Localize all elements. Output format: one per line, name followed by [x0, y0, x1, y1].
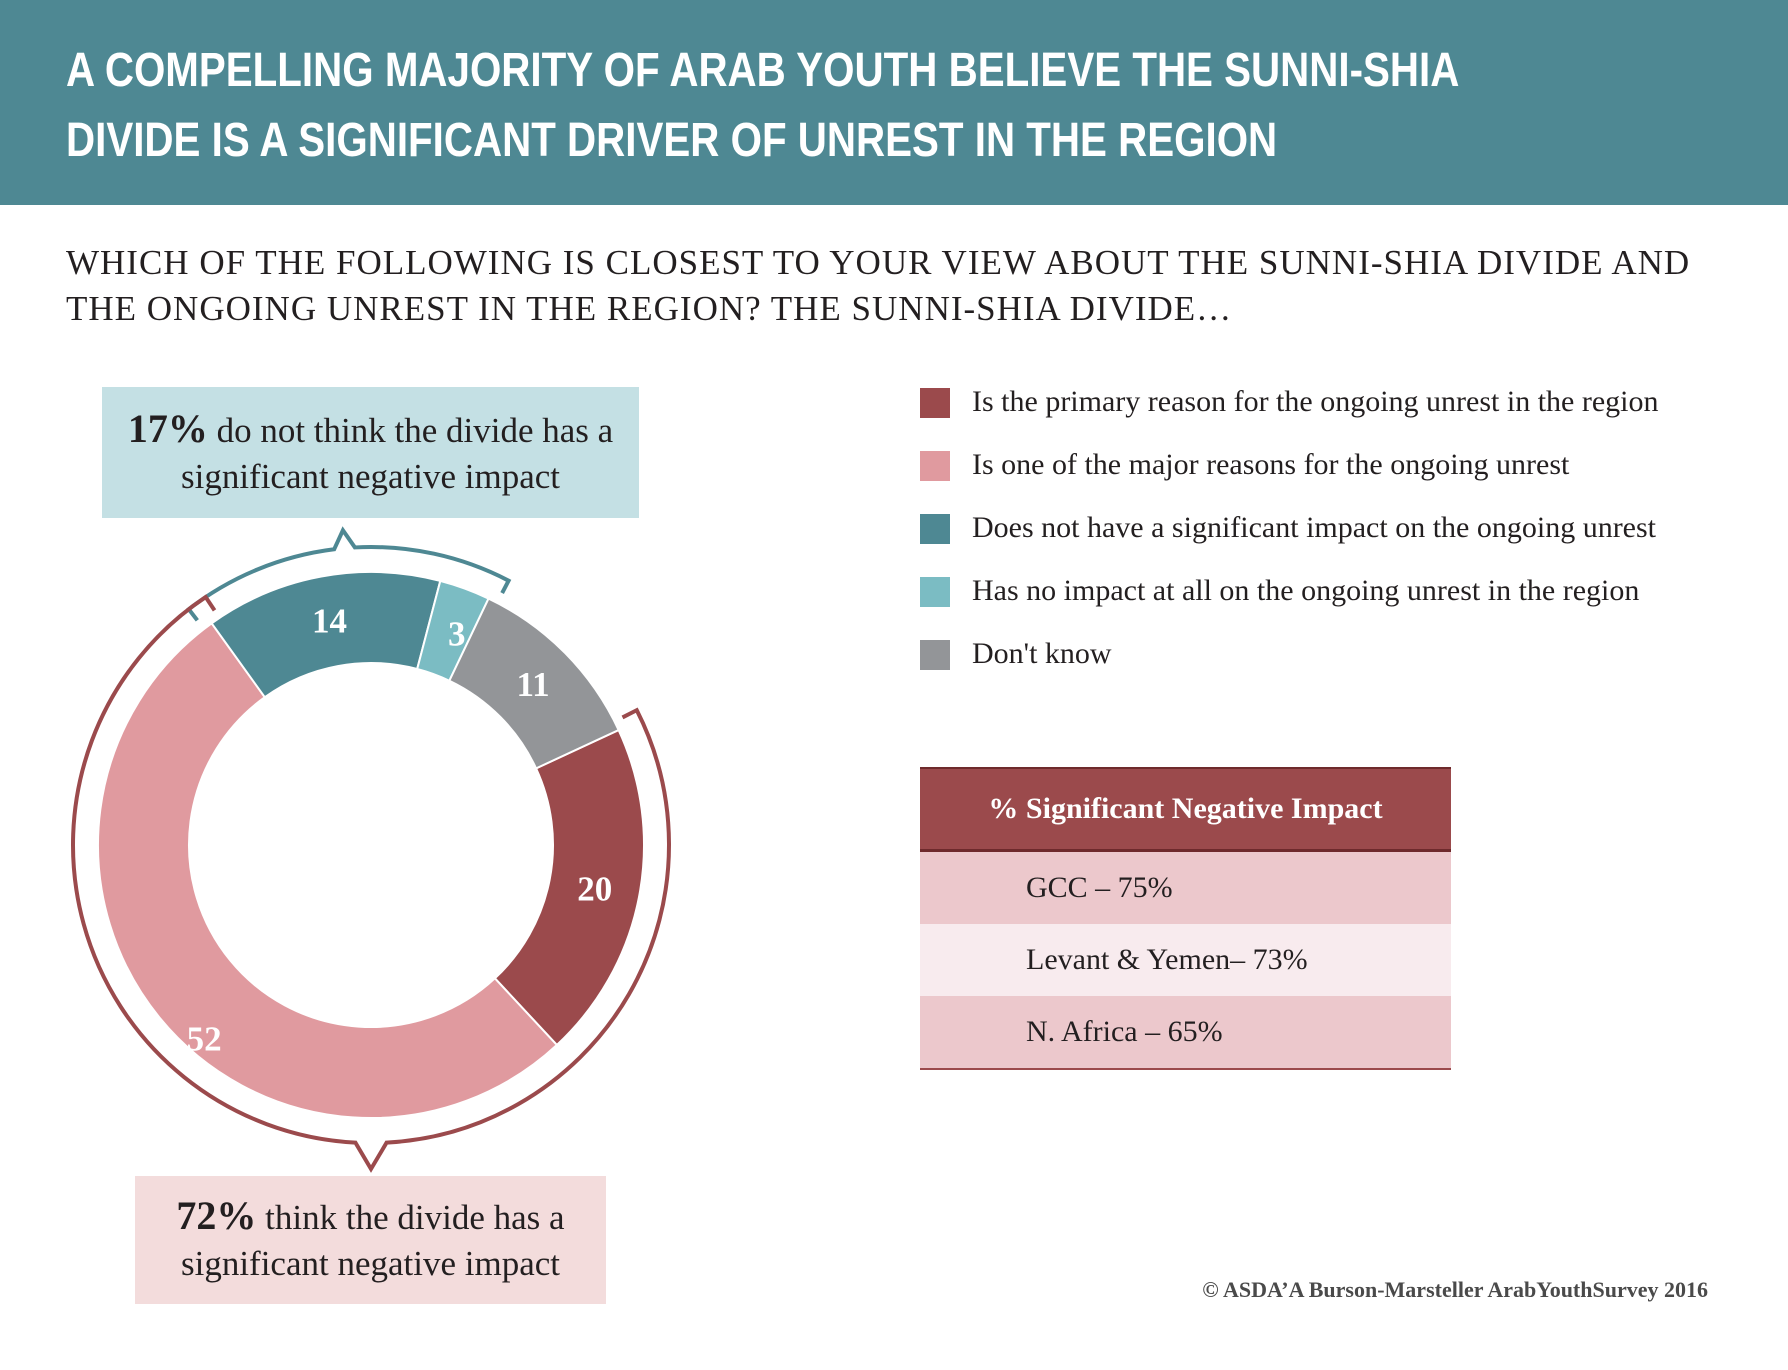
legend-label: Has no impact at all on the ongoing unre…	[972, 574, 1640, 607]
slice-value-label: 52	[187, 1020, 222, 1059]
slice-value-label: 3	[448, 614, 466, 653]
table-row-gcc: GCC – 75%	[920, 852, 1451, 924]
callout-top-percent: 17%	[127, 405, 208, 451]
legend-swatch	[920, 577, 950, 607]
callout-negative-minority: 17% do not think the divide has a signif…	[102, 387, 639, 518]
slice-value-label: 14	[312, 601, 347, 640]
legend-swatch	[920, 451, 950, 481]
legend-swatch	[920, 514, 950, 544]
callout-top-text: do not think the divide has a significan…	[180, 410, 614, 496]
callout-bottom-percent: 72%	[176, 1193, 257, 1238]
top-bracket	[185, 526, 512, 622]
bottom-bracket	[71, 594, 671, 1173]
legend-item-primary-reason: Is the primary reason for the ongoing un…	[920, 380, 1740, 420]
legend-swatch	[920, 388, 950, 418]
table-header: % Significant Negative Impact	[920, 767, 1451, 852]
legend-label: Is the primary reason for the ongoing un…	[972, 385, 1659, 418]
legend-swatch	[920, 640, 950, 670]
slice-major-reason	[96, 621, 559, 1120]
callout-negative-majority: 72% think the divide has a significant n…	[135, 1176, 606, 1304]
header-banner: A compelling majority of Arab youth beli…	[0, 0, 1788, 205]
legend-item-dont-know: Don't know	[920, 632, 1740, 672]
legend-label: Don't know	[972, 637, 1112, 670]
legend-item-no-significant-impact: Does not have a significant impact on th…	[920, 506, 1740, 546]
slice-value-label: 11	[517, 665, 550, 704]
table-row-levant-yemen: Levant & Yemen– 73%	[920, 924, 1451, 996]
slice-value-label: 20	[577, 869, 612, 908]
table-rows: GCC – 75% Levant & Yemen– 73% N. Africa …	[920, 852, 1451, 1070]
region-table: % Significant Negative Impact GCC – 75% …	[920, 767, 1451, 1070]
page-title: A compelling majority of Arab youth beli…	[66, 44, 1458, 167]
legend-label: Is one of the major reasons for the ongo…	[972, 448, 1570, 481]
source-credit: © ASDA’A Burson-Marsteller ArabYouthSurv…	[1202, 1277, 1708, 1302]
table-row-north-africa: N. Africa – 65%	[920, 996, 1451, 1068]
legend-item-major-reason: Is one of the major reasons for the ongo…	[920, 443, 1740, 483]
survey-question: WHICH OF THE FOLLOWING IS CLOSEST TO YOU…	[66, 243, 1691, 328]
callout-bottom-text: think the divide has a significant negat…	[180, 1198, 565, 1283]
legend-item-no-impact: Has no impact at all on the ongoing unre…	[920, 569, 1740, 609]
slice-dont-know	[448, 597, 620, 770]
legend-label: Does not have a significant impact on th…	[972, 511, 1657, 544]
slice-primary-reason	[493, 728, 645, 1047]
